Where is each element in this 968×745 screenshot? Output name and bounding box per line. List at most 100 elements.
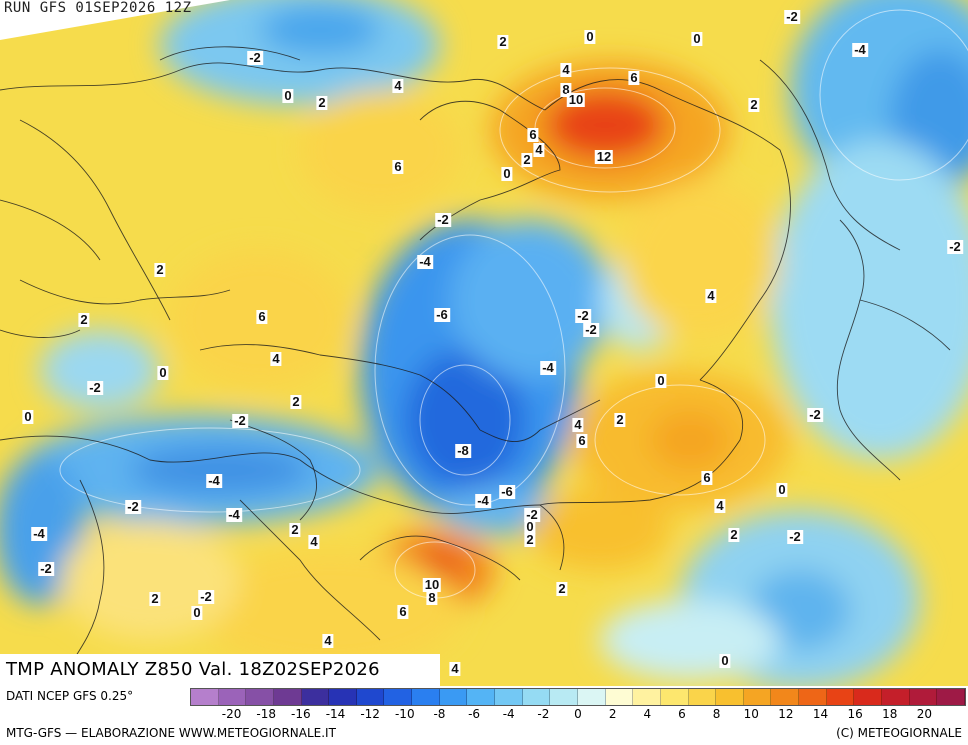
contour-label: 10	[422, 577, 442, 592]
contour-label: 0	[282, 88, 294, 103]
color-swatch	[577, 689, 606, 705]
contour-label: 0	[584, 29, 596, 44]
color-swatch	[218, 689, 247, 705]
scale-tick-label: -8	[433, 707, 446, 721]
contour-label: -2	[198, 589, 214, 604]
contour-label: -4	[226, 507, 242, 522]
contour-label: 6	[397, 604, 409, 619]
scale-tick-label: -10	[394, 707, 415, 721]
contour-label: -2	[947, 239, 963, 254]
color-swatch	[826, 689, 855, 705]
contour-label: 8	[560, 82, 572, 97]
contour-label: 8	[426, 590, 438, 605]
contour-label: 0	[719, 653, 731, 668]
color-scale-ticks: -20 -18 -16 -14 -12 -10 -8 -6 -4 -2 0 2 4 6 8 10 12 14 16 1…	[190, 707, 966, 723]
contour-label: 6	[701, 470, 713, 485]
contour-label: 0	[524, 519, 536, 534]
contour-label: 0	[191, 605, 203, 620]
contour-label: 4	[560, 62, 572, 77]
contour-label: 2	[154, 262, 166, 277]
color-swatch	[191, 689, 219, 705]
contour-label: -4	[206, 473, 222, 488]
contour-label: 2	[149, 591, 161, 606]
contour-label: 6	[392, 159, 404, 174]
contour-label: -6	[434, 307, 450, 322]
contour-label: 2	[556, 581, 568, 596]
scale-tick-label: -12	[360, 707, 380, 721]
contour-label: 0	[157, 365, 169, 380]
contour-label: 12	[594, 149, 614, 164]
contour-label: -2	[87, 380, 103, 395]
color-swatch	[356, 689, 385, 705]
contour-label: -2	[787, 529, 803, 544]
contour-label: -4	[417, 254, 433, 269]
color-swatch	[660, 689, 689, 705]
contour-label: 0	[776, 482, 788, 497]
scale-tick-label: 0	[574, 707, 582, 721]
scale-tick-label: 6	[678, 707, 686, 721]
color-swatch	[495, 689, 523, 705]
contour-label: -2	[583, 322, 599, 337]
color-swatch	[301, 689, 330, 705]
contour-label: 0	[691, 31, 703, 46]
contour-label: 4	[572, 417, 584, 432]
color-swatch	[882, 689, 910, 705]
scale-tick-label: 18	[882, 707, 898, 721]
contour-label: -2	[38, 561, 54, 576]
contour-label: 0	[655, 373, 667, 388]
contour-label: 6	[576, 433, 588, 448]
scale-tick-label: 2	[608, 707, 617, 721]
contour-label: -4	[540, 360, 556, 375]
scale-tick-label: -16	[291, 707, 311, 721]
color-swatch	[771, 689, 800, 705]
color-swatch	[854, 689, 883, 705]
legend-footer: DATI NCEP GFS 0.25° -20 -18 -16 -14 -12 -10 -8…	[0, 686, 968, 745]
contour-label: -4	[475, 493, 491, 508]
color-swatch	[522, 689, 551, 705]
contour-label: -2	[435, 212, 451, 227]
color-swatch	[273, 689, 302, 705]
color-swatch	[550, 689, 578, 705]
contour-label: 2	[290, 394, 302, 409]
contour-label: 6	[527, 127, 539, 142]
scale-tick-label: -18	[256, 707, 277, 721]
scale-tick-label: -20	[221, 707, 242, 721]
contour-label: -2	[524, 507, 540, 522]
contour-label: 2	[521, 152, 533, 167]
scale-tick-label: -4	[502, 707, 515, 721]
scale-tick-label: 4	[643, 707, 652, 721]
color-swatch	[605, 689, 634, 705]
contour-label: 4	[308, 534, 320, 549]
contour-label: 0	[501, 166, 513, 181]
contour-label: -2	[575, 308, 591, 323]
color-swatch	[799, 689, 827, 705]
contour-label: 2	[524, 532, 536, 547]
contour-label: 4	[270, 351, 282, 366]
contour-label: 4	[322, 633, 334, 648]
anomaly-field	[0, 0, 968, 686]
color-swatch	[246, 689, 274, 705]
scale-tick-label: 8	[712, 707, 721, 721]
color-swatch	[439, 689, 468, 705]
contour-label: 2	[728, 527, 740, 542]
contour-label: -4	[31, 526, 47, 541]
contour-label: -4	[852, 42, 868, 57]
data-source-label: DATI NCEP GFS 0.25°	[6, 689, 134, 703]
contour-label: 4	[714, 498, 726, 513]
contour-label: 2	[316, 95, 328, 110]
contour-label: 2	[748, 97, 760, 112]
contour-label: 4	[392, 78, 404, 93]
color-swatch	[937, 689, 965, 705]
color-swatch	[412, 689, 440, 705]
color-swatch	[909, 689, 938, 705]
credit-label: MTG-GFS — ELABORAZIONE WWW.METEOGIORNALE…	[6, 726, 336, 740]
color-swatch	[467, 689, 496, 705]
contour-label: 4	[533, 142, 545, 157]
color-swatch	[743, 689, 772, 705]
contour-label: 2	[289, 522, 301, 537]
scale-tick-label: -14	[325, 707, 346, 721]
contour-label: 4	[705, 288, 717, 303]
scale-tick-label: 20	[916, 707, 933, 721]
contour-label: -2	[232, 413, 248, 428]
color-swatch	[329, 689, 357, 705]
